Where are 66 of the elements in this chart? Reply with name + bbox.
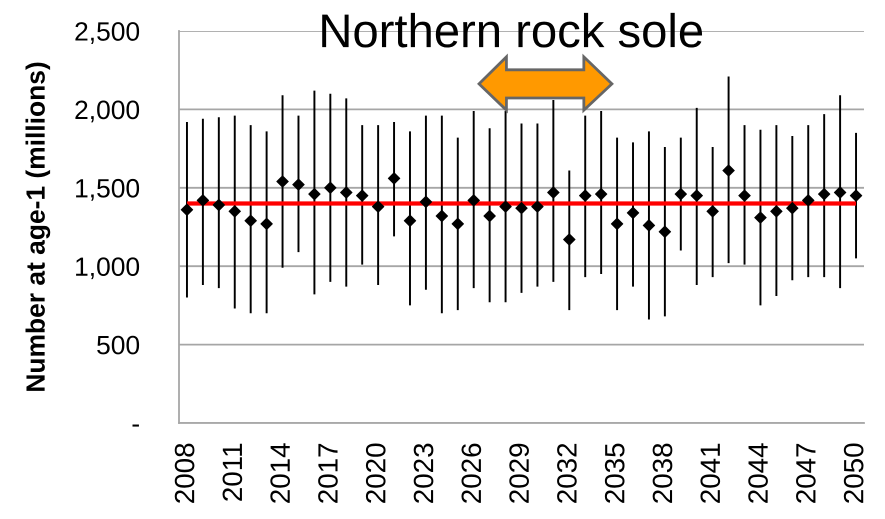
point (722, 164, 735, 177)
point (690, 189, 703, 202)
point (594, 188, 608, 200)
point (212, 198, 226, 212)
y-tick-label: - (132, 424, 139, 427)
x-tick-label: 2017 (318, 444, 338, 503)
x-tick-label: 2026 (461, 444, 482, 503)
point (499, 200, 512, 213)
y-tick-label: 2,000 (75, 100, 140, 122)
point (786, 202, 799, 214)
point (276, 175, 289, 188)
point (706, 205, 719, 218)
point (610, 218, 624, 230)
point (642, 219, 656, 232)
point (578, 189, 592, 202)
point (467, 194, 480, 207)
point (260, 218, 273, 230)
point (850, 189, 862, 202)
x-tick-label: 2011 (222, 444, 242, 501)
point (292, 178, 305, 191)
y-axis-title: Number at age-1 (millions) (26, 62, 50, 391)
point (547, 186, 560, 199)
x-tick-label: 2038 (652, 444, 672, 503)
x-tick-label: 2047 (796, 444, 816, 503)
x-tick-label: 2044 (748, 443, 768, 503)
point (356, 189, 368, 202)
point (563, 233, 576, 246)
x-tick-label: 2029 (509, 444, 529, 503)
point (420, 196, 432, 208)
x-tick-label: 2020 (366, 444, 386, 503)
point (818, 188, 830, 200)
x-tick-label: 2008 (174, 444, 194, 503)
point (388, 172, 400, 185)
point (196, 194, 210, 207)
y-tick-label: 1,500 (76, 178, 140, 201)
chart-title: Northern rock sole (322, 12, 702, 48)
y-tick-label: 500 (97, 336, 140, 354)
point (674, 188, 688, 200)
x-tick-label: 2041 (700, 444, 720, 503)
point (340, 186, 352, 199)
x-tick-label: 2014 (270, 443, 290, 503)
point (770, 205, 783, 218)
point (372, 200, 384, 213)
x-tick-label: 2023 (414, 444, 434, 503)
y-tick-label: 1,000 (76, 257, 140, 280)
point (515, 202, 528, 214)
point (308, 188, 321, 200)
point (834, 186, 846, 199)
point (244, 214, 257, 227)
point (324, 182, 337, 194)
point (626, 206, 640, 220)
x-tick-label: 2050 (844, 444, 864, 503)
point (483, 210, 496, 222)
point (531, 200, 544, 213)
point (180, 204, 194, 216)
point (754, 211, 767, 224)
point (738, 189, 751, 202)
point (452, 218, 464, 230)
point (802, 194, 814, 207)
x-tick-label: 2035 (604, 444, 625, 503)
x-tick-label: 2032 (557, 444, 577, 503)
point (436, 210, 448, 222)
y-tick-label: 2,500 (75, 22, 140, 44)
point (228, 205, 241, 218)
point (658, 225, 672, 238)
point (404, 214, 416, 227)
